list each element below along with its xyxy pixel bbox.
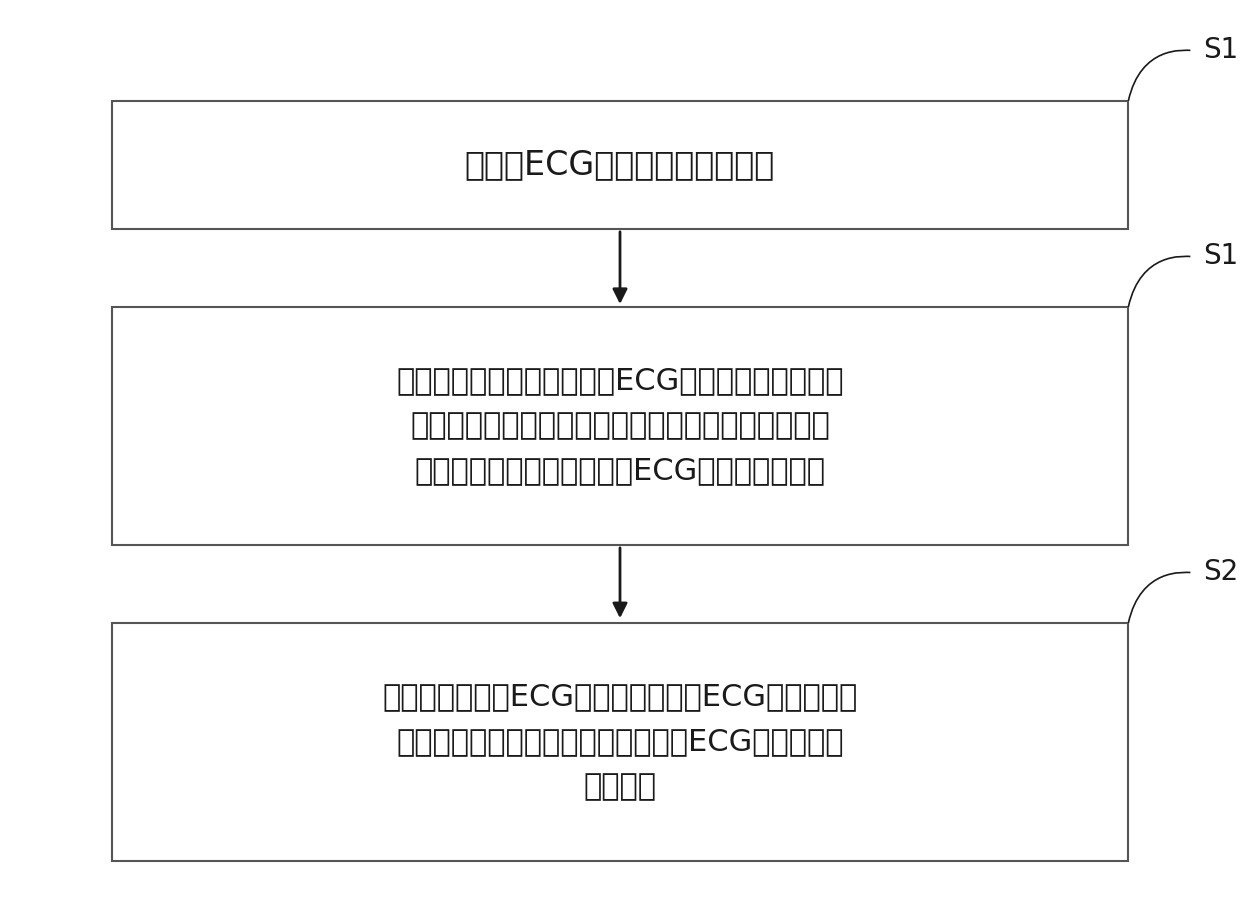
- Text: S101: S101: [1203, 37, 1240, 64]
- Text: 将已知信号节奏类型的第一ECG信号输入至卷积神经
网络中进行训练，训练出对应的训练参数，将得出训
练参数的卷积神经网络作为ECG信号的检测模型: 将已知信号节奏类型的第一ECG信号输入至卷积神经 网络中进行训练，训练出对应的训…: [397, 366, 843, 485]
- Text: S2: S2: [1203, 559, 1238, 586]
- Text: 对第一ECG信号进行标准化处理: 对第一ECG信号进行标准化处理: [465, 148, 775, 181]
- Bar: [112, 623, 1128, 861]
- Bar: [112, 307, 1128, 545]
- Text: S1: S1: [1203, 243, 1238, 270]
- Text: 将待检测的第二ECG信号输入至所述ECG信号的检测
模型中进行计算，输出得到所述第二ECG信号的信号
节奏类型: 将待检测的第二ECG信号输入至所述ECG信号的检测 模型中进行计算，输出得到所述…: [382, 682, 858, 802]
- Bar: [112, 101, 1128, 229]
